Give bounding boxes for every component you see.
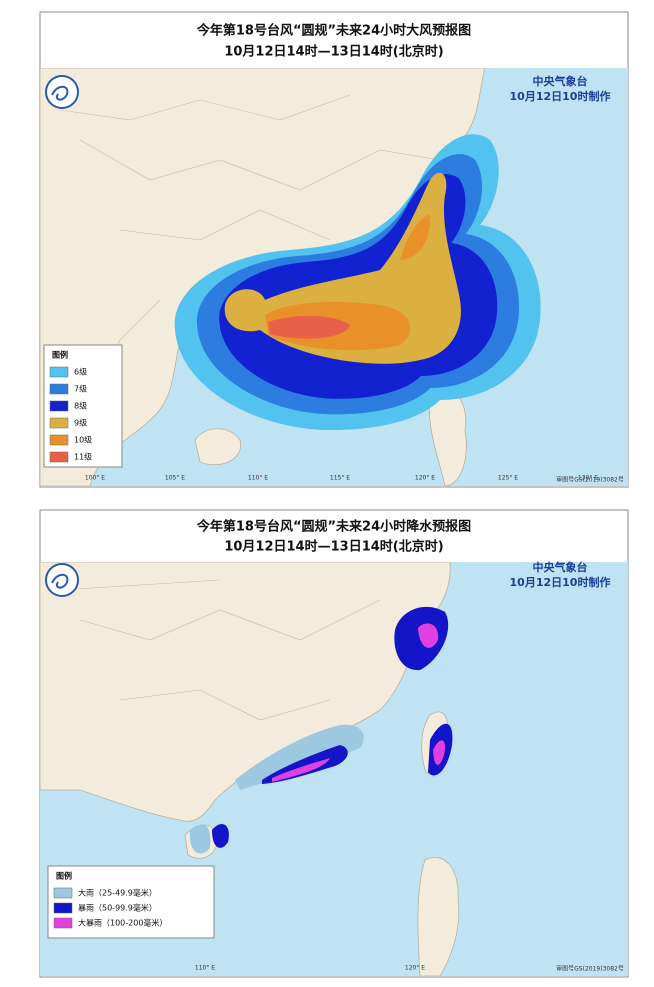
- agency: 中央气象台: [533, 560, 588, 574]
- legend-title: 图例: [56, 871, 72, 881]
- legend-label: 大雨（25-49.9毫米）: [78, 888, 157, 898]
- subtitle: 10月12日14时—13日14时(北京时): [224, 44, 443, 60]
- wind-panel: 今年第18号台风“圆规”未来24小时大风预报图 10月12日14时—13日14时…: [39, 11, 629, 488]
- map: [40, 562, 628, 976]
- legend: 图例 6级 7级 8级 9级 10级 11级: [43, 344, 123, 468]
- legend: 图例 大雨（25-49.9毫米） 暴雨（50-99.9毫米） 大暴雨（100-200…: [47, 865, 215, 939]
- review-number: 审图号GS(2019)3082号: [556, 476, 624, 484]
- legend-label: 大暴雨（100-200毫米）: [78, 918, 167, 928]
- longitude-label: 105° E: [165, 475, 185, 482]
- legend-swatch: [53, 887, 73, 899]
- longitude-label: 110° E: [195, 965, 215, 972]
- legend-swatch: [49, 451, 69, 463]
- legend-title: 图例: [52, 350, 68, 360]
- logo: [45, 75, 79, 109]
- longitude-label: 100° E: [85, 475, 105, 482]
- legend-swatch: [53, 917, 73, 929]
- legend-label: 7级: [74, 384, 87, 394]
- legend-swatch: [49, 383, 69, 395]
- longitude-label: 110° E: [248, 475, 268, 482]
- agency: 中央气象台: [533, 74, 588, 88]
- legend-label: 暴雨（50-99.9毫米）: [78, 903, 157, 913]
- legend-label: 9级: [74, 418, 87, 428]
- review-number: 审图号GS(2019)3082号: [556, 965, 624, 973]
- longitude-label: 115° E: [330, 475, 350, 482]
- issued: 10月12日10时制作: [510, 575, 611, 589]
- legend-label: 6级: [74, 367, 87, 377]
- legend-label: 10级: [74, 435, 92, 445]
- logo: [45, 563, 79, 597]
- legend-label: 11级: [74, 452, 92, 462]
- legend-label: 8级: [74, 401, 87, 411]
- legend-swatch: [49, 417, 69, 429]
- longitude-label: 130° E: [578, 475, 598, 482]
- title: 今年第18号台风“圆规”未来24小时降水预报图: [196, 519, 471, 535]
- legend-swatch: [53, 902, 73, 914]
- legend-swatch: [49, 434, 69, 446]
- issued: 10月12日10时制作: [510, 89, 611, 103]
- subtitle: 10月12日14时—13日14时(北京时): [224, 539, 443, 555]
- map: [40, 68, 628, 486]
- legend-swatch: [49, 400, 69, 412]
- rain-panel: 今年第18号台风“圆规”未来24小时降水预报图 10月12日14时—13日14时…: [39, 509, 629, 978]
- title: 今年第18号台风“圆规”未来24小时大风预报图: [196, 23, 471, 39]
- longitude-label: 120° E: [415, 475, 435, 482]
- legend-swatch: [49, 366, 69, 378]
- longitude-label: 125° E: [498, 475, 518, 482]
- longitude-label: 120° E: [405, 965, 425, 972]
